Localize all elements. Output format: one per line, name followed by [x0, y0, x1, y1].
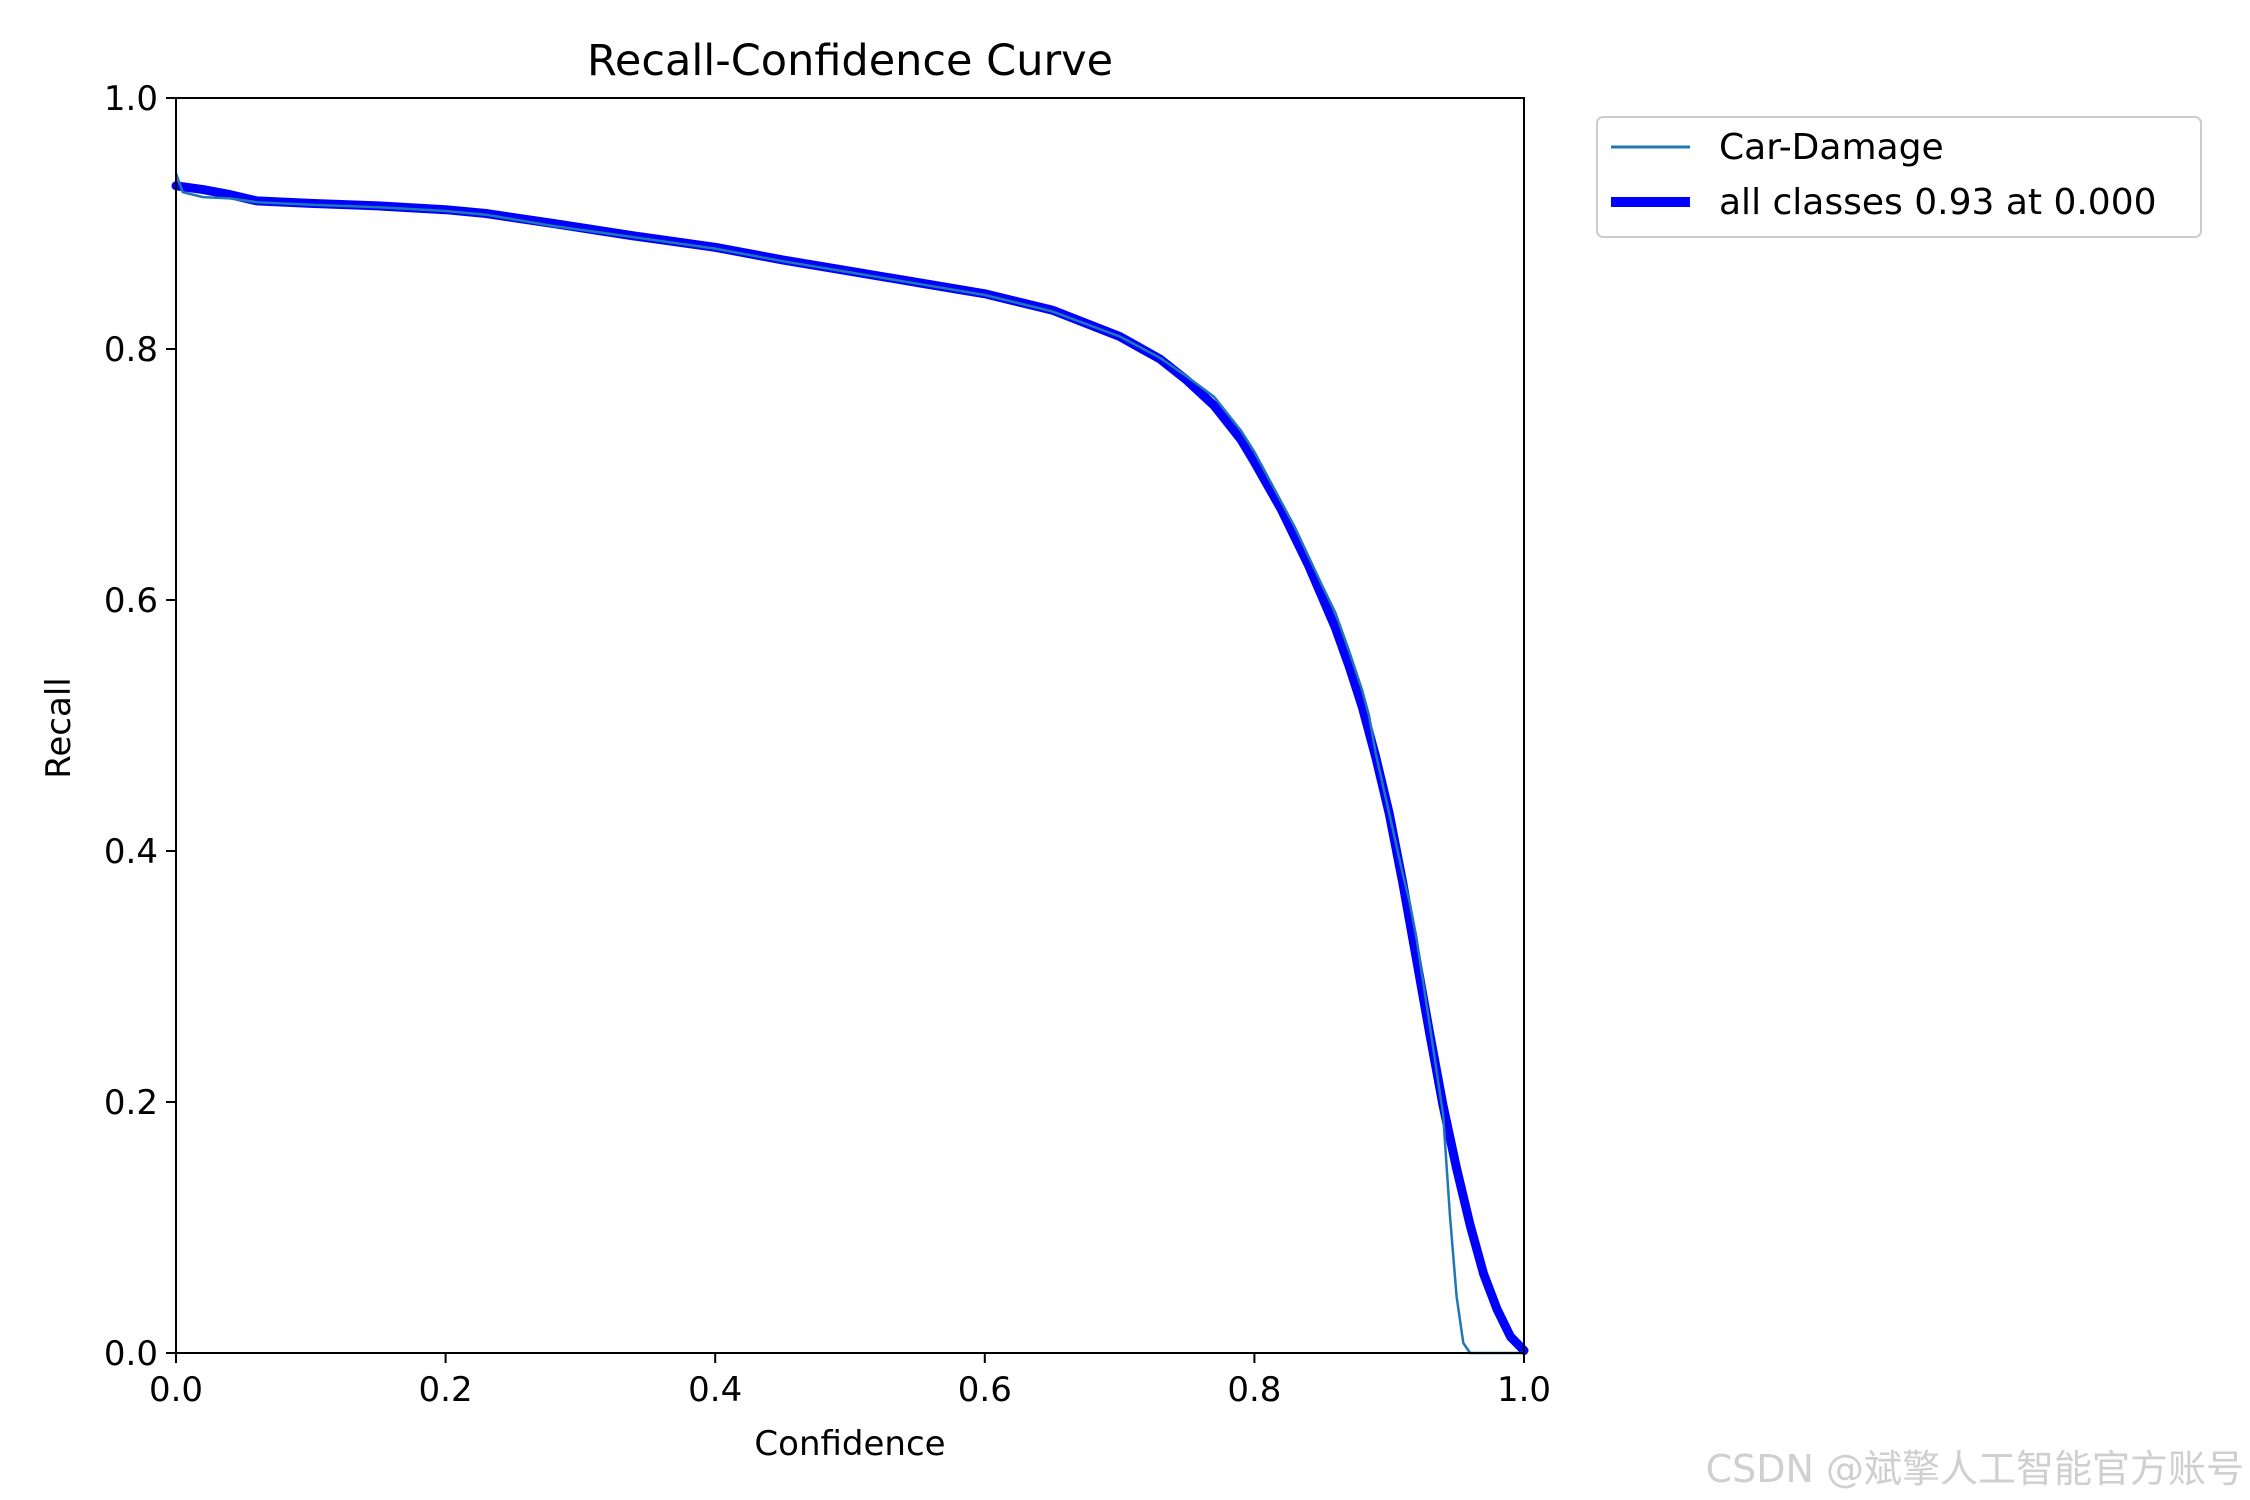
- x-tick-label: 0.6: [958, 1370, 1012, 1410]
- x-tick-label: 0.8: [1227, 1370, 1281, 1410]
- x-tick-label: 1.0: [1497, 1370, 1551, 1410]
- y-axis-ticks: 0.0 0.2 0.4 0.6 0.8 1.0: [104, 79, 176, 1374]
- legend-label-car-damage: Car-Damage: [1719, 127, 1944, 168]
- series-layer: [171, 172, 1529, 1355]
- chart-title: Recall-Confidence Curve: [587, 36, 1113, 86]
- y-tick-label: 0.0: [104, 1334, 158, 1374]
- x-tick-label: 0.2: [419, 1370, 473, 1410]
- y-tick-label: 0.8: [104, 330, 158, 370]
- legend: Car-Damage all classes 0.93 at 0.000: [1596, 116, 2202, 238]
- x-axis-title: Confidence: [754, 1424, 945, 1464]
- x-tick-label: 0.4: [688, 1370, 742, 1410]
- series-line-car-damage: [174, 172, 1526, 1355]
- legend-label-all-classes: all classes 0.93 at 0.000: [1719, 182, 2157, 223]
- y-tick-label: 0.2: [104, 1083, 158, 1123]
- y-tick-label: 0.4: [104, 832, 158, 872]
- x-axis-ticks: 0.0 0.2 0.4 0.6 0.8 1.0: [149, 1353, 1551, 1410]
- legend-box: [1596, 116, 2202, 238]
- y-tick-label: 0.6: [104, 581, 158, 621]
- plot-frame: [175, 97, 1525, 1354]
- watermark: CSDN @斌擎人工智能官方账号: [1706, 1447, 2244, 1491]
- x-tick-label: 0.0: [149, 1370, 203, 1410]
- y-axis-title: Recall: [39, 677, 79, 778]
- y-tick-label: 1.0: [104, 79, 158, 119]
